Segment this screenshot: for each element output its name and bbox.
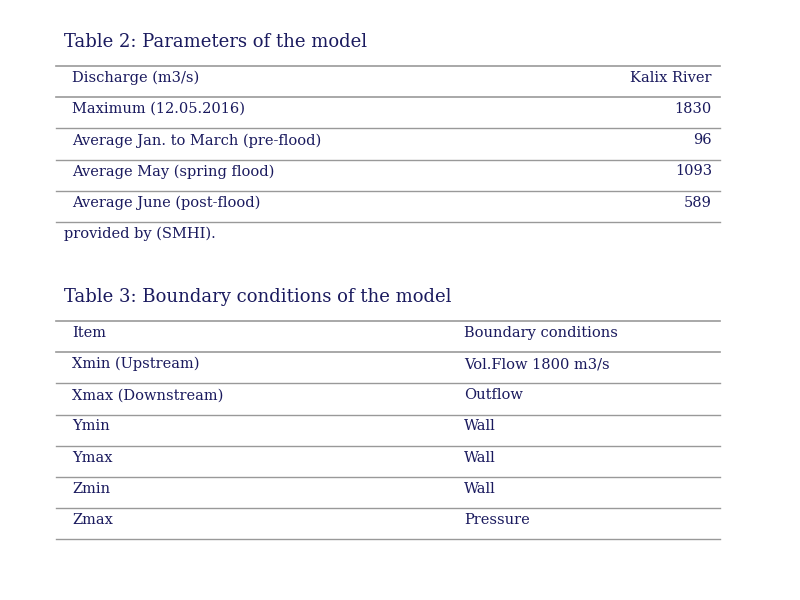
- Text: Xmax (Downstream): Xmax (Downstream): [72, 388, 223, 402]
- Text: 589: 589: [684, 196, 712, 209]
- Text: 96: 96: [694, 133, 712, 147]
- Text: Table 2: Parameters of the model: Table 2: Parameters of the model: [64, 33, 367, 51]
- Text: Average Jan. to March (pre-flood): Average Jan. to March (pre-flood): [72, 133, 322, 148]
- Text: Average May (spring flood): Average May (spring flood): [72, 164, 274, 179]
- Text: Zmin: Zmin: [72, 482, 110, 496]
- Text: Pressure: Pressure: [464, 513, 530, 527]
- Text: Table 3: Boundary conditions of the model: Table 3: Boundary conditions of the mode…: [64, 288, 451, 306]
- Text: Zmax: Zmax: [72, 513, 113, 527]
- Text: Kalix River: Kalix River: [630, 71, 712, 85]
- Text: Item: Item: [72, 326, 106, 340]
- Text: Vol.Flow 1800 m3/s: Vol.Flow 1800 m3/s: [464, 357, 610, 371]
- Text: provided by (SMHI).: provided by (SMHI).: [64, 227, 216, 241]
- Text: Discharge (m3/s): Discharge (m3/s): [72, 71, 199, 85]
- Text: 1830: 1830: [674, 102, 712, 116]
- Text: Wall: Wall: [464, 451, 496, 464]
- Text: Outflow: Outflow: [464, 388, 523, 402]
- Text: Ymax: Ymax: [72, 451, 113, 464]
- Text: Boundary conditions: Boundary conditions: [464, 326, 618, 340]
- Text: Ymin: Ymin: [72, 419, 110, 433]
- Text: 1093: 1093: [675, 164, 712, 178]
- Text: Wall: Wall: [464, 419, 496, 433]
- Text: Wall: Wall: [464, 482, 496, 496]
- Text: Average June (post-flood): Average June (post-flood): [72, 196, 260, 210]
- Text: Xmin (Upstream): Xmin (Upstream): [72, 357, 199, 371]
- Text: Maximum (12.05.2016): Maximum (12.05.2016): [72, 102, 245, 116]
